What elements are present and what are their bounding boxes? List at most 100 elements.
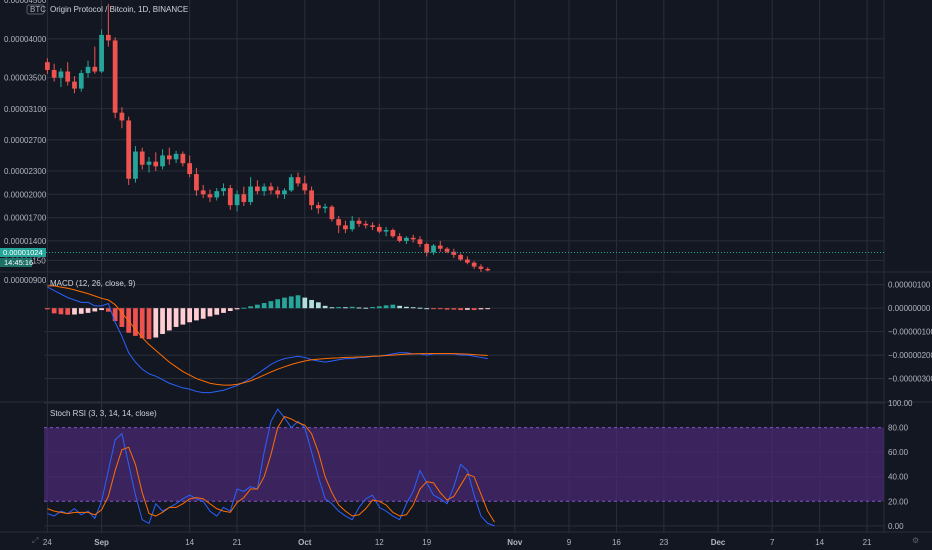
- candle-body: [444, 248, 450, 252]
- stoch-tick-label: 100.00: [888, 399, 913, 408]
- time-axis-labels[interactable]: 24 Sep 14 21 Oct 12 19 Nov 9 16 23 Dec 7 14 21: [43, 538, 872, 547]
- macd-histogram-bar: [478, 308, 484, 310]
- macd-histogram-bar: [424, 308, 430, 310]
- stoch-tick-label: 80.00: [888, 424, 909, 433]
- macd-histogram-bar: [255, 304, 260, 309]
- price-tick-label: 0.00003100: [4, 105, 47, 114]
- candle-body: [194, 174, 199, 191]
- macd-histogram-bar: [336, 307, 342, 309]
- candle-body: [356, 220, 362, 224]
- stoch-k-line: [47, 408, 495, 527]
- macd-histogram-bar: [58, 308, 64, 315]
- candle-body: [146, 161, 152, 165]
- macd-histogram-bar: [207, 308, 213, 317]
- candle-body: [424, 244, 430, 253]
- macd-histogram-bar: [200, 308, 206, 319]
- stoch-d-line: [47, 415, 495, 523]
- macd-histogram-bar: [322, 305, 328, 309]
- candle-body: [241, 194, 247, 203]
- time-tick-label: 12: [375, 538, 384, 547]
- time-tick-label: 19: [422, 538, 431, 547]
- candle-body: [173, 153, 179, 160]
- candle-body: [72, 81, 77, 89]
- candle-body: [99, 34, 104, 72]
- candle-body: [234, 194, 240, 206]
- candle-body: [85, 66, 91, 74]
- macd-axis-labels[interactable]: 0.00000100 0.00000000 −0.00000100 −0.000002…: [888, 281, 932, 384]
- candle-body: [302, 183, 308, 191]
- macd-histogram-bar: [248, 306, 253, 309]
- candle-body: [315, 205, 321, 209]
- candle-body: [139, 151, 145, 165]
- candle-body: [282, 190, 287, 195]
- stoch-rsi-band: [44, 427, 884, 502]
- macd-histogram-bar: [166, 308, 172, 331]
- candle-body: [153, 161, 159, 167]
- macd-histogram-bar: [234, 308, 240, 310]
- time-tick-label: 23: [659, 538, 668, 547]
- macd-histogram-bar: [119, 308, 125, 327]
- macd-histogram-bar: [65, 308, 71, 315]
- candle-body: [119, 112, 125, 121]
- zoom-icon[interactable]: ⤢: [31, 536, 38, 545]
- time-tick-label: 9: [567, 538, 572, 547]
- candle-body: [322, 206, 328, 209]
- candle-body: [309, 190, 314, 206]
- candle-body: [363, 223, 369, 226]
- stoch-tick-label: 0.00: [888, 522, 904, 531]
- macd-histogram: [45, 295, 491, 340]
- macd-tick-label: −0.00000300: [888, 375, 932, 384]
- macd-histogram-bar: [471, 308, 477, 311]
- currency-label: BTC: [30, 5, 46, 14]
- candle-body: [417, 239, 423, 245]
- macd-tick-label: 0.00000100: [888, 281, 931, 290]
- macd-histogram-bar: [309, 299, 314, 309]
- time-tick-label: Nov: [507, 538, 523, 547]
- price-axis-labels[interactable]: 0.00004500 0.00004000 0.00003500 0.00003100…: [4, 0, 47, 285]
- macd-histogram-bar: [133, 308, 138, 336]
- price-tick-label: 0.00002700: [4, 136, 47, 145]
- candle-body: [376, 226, 382, 232]
- candle-body: [478, 266, 484, 269]
- macd-histogram-bar: [173, 308, 179, 327]
- candle-body: [390, 230, 396, 237]
- candle-body: [458, 254, 463, 260]
- macd-histogram-bar: [92, 308, 98, 312]
- candle-body: [404, 237, 409, 241]
- macd-histogram-bar: [214, 308, 220, 315]
- macd-histogram-bar: [437, 308, 443, 310]
- macd-title: MACD (12, 26, close, 9): [50, 279, 136, 288]
- candle-body: [410, 237, 416, 240]
- macd-histogram-bar: [194, 308, 199, 321]
- time-tick-label: 14: [185, 538, 194, 547]
- macd-histogram-bar: [160, 308, 165, 334]
- candle-body: [51, 69, 57, 78]
- macd-tick-label: −0.00000200: [888, 351, 932, 360]
- settings-icon[interactable]: ⚙: [912, 536, 919, 545]
- candle-body: [248, 186, 253, 203]
- time-tick-label: Sep: [94, 538, 109, 547]
- price-tick-label: 0.00002000: [4, 190, 47, 199]
- candle-body: [261, 186, 267, 192]
- candle-body: [343, 225, 348, 230]
- macd-histogram-bar: [51, 308, 57, 314]
- macd-histogram-bar: [397, 305, 403, 309]
- current-price-value: 0.00001024: [3, 248, 43, 257]
- candle-body: [187, 163, 193, 175]
- current-price-tag: [0, 248, 46, 257]
- candle-countdown: 14:45:16: [4, 258, 33, 267]
- candle-body: [126, 120, 132, 179]
- macd-histogram-bar: [383, 305, 389, 309]
- candle-body: [397, 236, 403, 241]
- candle-body: [370, 225, 375, 227]
- macd-histogram-bar: [187, 308, 193, 323]
- candle-body: [471, 262, 477, 267]
- time-tick-label: 14: [815, 538, 824, 547]
- macd-histogram-bar: [139, 308, 145, 339]
- macd-histogram-bar: [153, 308, 159, 338]
- candle-body: [166, 155, 172, 160]
- stoch-axis-labels[interactable]: 100.00 80.00 60.00 40.00 20.00 0.00: [888, 399, 913, 531]
- macd-histogram-bar: [315, 302, 321, 309]
- candle-body: [45, 62, 50, 70]
